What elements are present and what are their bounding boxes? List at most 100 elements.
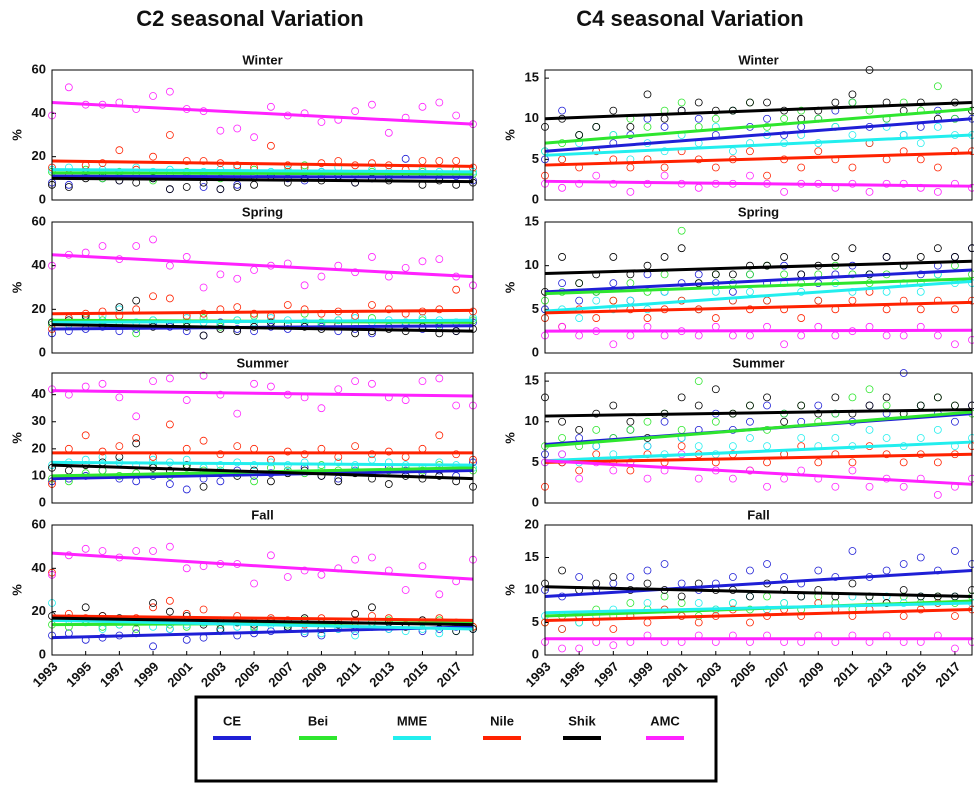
plot-frame [544, 372, 973, 504]
y-tick-label: 15 [525, 549, 539, 564]
data-point [711, 270, 720, 279]
trend-line [51, 101, 474, 126]
data-point [899, 179, 908, 188]
data-point [233, 161, 242, 170]
data-point [334, 458, 343, 467]
data-point [831, 393, 840, 402]
data-point [216, 390, 225, 399]
data-point [317, 404, 326, 413]
column-title: C4 seasonal Variation [576, 6, 803, 31]
y-axis-label: % [502, 432, 517, 444]
trend-line [544, 608, 973, 623]
data-point [814, 458, 823, 467]
data-point [558, 450, 566, 459]
data-point [694, 377, 703, 386]
data-point [199, 157, 208, 165]
data-point [763, 393, 771, 402]
data-point [780, 114, 789, 123]
data-point [267, 551, 275, 560]
data-point [643, 122, 652, 131]
trend-line [544, 459, 973, 486]
data-point [916, 98, 925, 107]
y-tick-label: 0 [532, 344, 539, 359]
data-point [746, 417, 754, 426]
data-point [182, 564, 191, 573]
data-point [401, 154, 410, 163]
y-axis-label: % [502, 584, 517, 596]
trend-line [51, 168, 474, 174]
y-tick-label: 20 [32, 603, 46, 618]
data-point [694, 270, 703, 279]
data-point [609, 279, 618, 288]
y-tick-label: 10 [525, 257, 539, 272]
legend-label: MME [397, 713, 428, 728]
trend-line [51, 174, 474, 179]
trend-line [51, 616, 474, 627]
data-point [609, 401, 618, 410]
data-point [558, 644, 566, 653]
plot-frame [51, 69, 474, 201]
data-point [300, 458, 309, 467]
data-point [575, 279, 584, 288]
data-point [711, 163, 720, 172]
data-point [916, 305, 925, 314]
data-point [746, 270, 754, 279]
data-point [660, 171, 669, 180]
data-point [132, 439, 141, 448]
x-tick-label: 2013 [864, 659, 895, 690]
data-point [899, 458, 908, 467]
data-point [609, 340, 618, 349]
data-point [165, 480, 174, 488]
data-point [351, 609, 360, 618]
data-point [831, 573, 840, 581]
data-point [233, 442, 242, 451]
data-point [165, 542, 174, 551]
data-point [711, 385, 720, 394]
data-point [418, 257, 427, 266]
data-point [575, 573, 584, 581]
data-point [660, 417, 669, 426]
y-tick-label: 0 [532, 191, 539, 206]
data-point [643, 417, 652, 426]
data-point [626, 417, 635, 426]
data-point [933, 82, 942, 91]
data-point [435, 255, 444, 264]
x-tick-label: 1997 [591, 659, 622, 690]
trend-line [544, 277, 973, 296]
data-point [763, 401, 771, 410]
x-tick-label: 1993 [522, 659, 553, 690]
data-point [865, 482, 874, 491]
data-point [452, 111, 461, 120]
data-point [216, 270, 225, 279]
data-point [368, 253, 376, 261]
data-point [694, 98, 703, 107]
data-point [899, 482, 908, 491]
data-point [746, 401, 754, 410]
data-point [98, 547, 107, 555]
data-point [916, 553, 925, 562]
y-tick-label: 40 [32, 386, 46, 401]
trend-line [51, 551, 474, 581]
data-point [780, 340, 789, 349]
panel-title: Winter [242, 52, 282, 67]
plot-area [52, 222, 473, 353]
data-point [575, 296, 584, 305]
x-tick-label: 2015 [400, 659, 431, 690]
data-point [882, 592, 891, 601]
data-point [216, 461, 225, 469]
y-tick-label: 0 [39, 494, 46, 509]
data-point [660, 163, 669, 172]
data-point [797, 314, 806, 322]
data-point [916, 253, 925, 261]
data-point [814, 409, 823, 418]
data-point [660, 592, 669, 601]
data-point [351, 377, 360, 386]
data-point [267, 477, 275, 486]
y-tick-label: 15 [525, 373, 539, 388]
data-point [951, 547, 959, 555]
data-point [865, 401, 874, 410]
data-point [165, 607, 174, 616]
data-point [609, 573, 618, 581]
data-point [951, 417, 959, 426]
data-point [283, 301, 292, 309]
